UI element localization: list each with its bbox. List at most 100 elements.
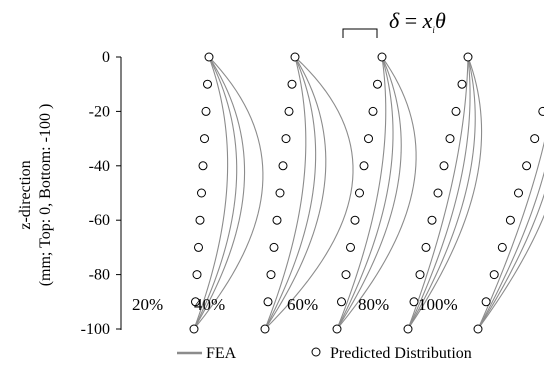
- predicted-point: [364, 134, 373, 144]
- predicted-point: [445, 134, 455, 144]
- y-axis-label-line2: (mm; Top: 0, Bottom: -100 ): [37, 104, 54, 287]
- predicted-point: [278, 161, 288, 171]
- predicted-point: [457, 79, 467, 89]
- predicted-point: [373, 79, 382, 89]
- predicted-point: [350, 215, 360, 225]
- predicted-point: [368, 106, 378, 116]
- fea-curve: [407, 56, 476, 330]
- fea-curve: [264, 56, 327, 330]
- equation-subscript: i: [432, 25, 435, 35]
- predicted-point: [514, 188, 523, 198]
- y-tick-label: 0: [102, 49, 110, 66]
- fea-curve: [264, 56, 317, 330]
- fea-curve: [477, 193, 544, 330]
- predicted-point: [284, 106, 294, 116]
- legend-predicted-marker: [311, 347, 321, 357]
- fea-curve: [336, 56, 417, 330]
- predicted-point: [195, 215, 205, 225]
- predicted-point: [260, 324, 270, 334]
- predicted-point: [522, 161, 532, 171]
- fea-curve: [407, 56, 469, 330]
- y-tick-label: -100: [81, 321, 110, 338]
- predicted-point: [197, 188, 206, 198]
- predicted-point: [290, 52, 300, 62]
- fea-curve: [477, 171, 544, 330]
- predicted-point: [266, 270, 276, 280]
- predicted-point: [497, 242, 507, 252]
- predicted-point: [481, 297, 491, 307]
- predicted-point: [427, 215, 437, 225]
- predicted-point: [489, 270, 499, 280]
- legend-predicted-label: Predicted Distribution: [330, 345, 472, 362]
- predicted-point: [463, 52, 473, 62]
- legend-fea-label: FEA: [206, 345, 237, 362]
- predicted-point: [204, 52, 214, 62]
- fea-curve: [193, 56, 229, 330]
- predicted-point: [189, 324, 199, 334]
- drift-level-label: 40%: [194, 295, 225, 314]
- predicted-point: [505, 215, 515, 225]
- y-tick-label: -80: [89, 267, 110, 284]
- predicted-point: [191, 297, 200, 307]
- predicted-point: [530, 134, 540, 144]
- predicted-point: [377, 52, 387, 62]
- fea-curve: [336, 56, 387, 330]
- drift-level-label: 20%: [132, 295, 163, 314]
- drift-level-label: 100%: [418, 295, 458, 314]
- fea-curve: [264, 56, 354, 330]
- fea-curve: [264, 56, 307, 330]
- equation-equals: =: [399, 8, 422, 33]
- predicted-point: [337, 297, 346, 307]
- percent-labels: 20% 40% 60% 80% 100%: [132, 295, 458, 314]
- predicted-point: [473, 324, 483, 334]
- predicted-point: [538, 106, 544, 116]
- predicted-point: [269, 242, 279, 252]
- predicted-point: [272, 215, 282, 225]
- predicted-point: [346, 242, 355, 252]
- predicted-point: [275, 188, 285, 198]
- predicted-point: [421, 242, 431, 252]
- predicted-point: [415, 270, 425, 280]
- y-tick-label: -20: [89, 103, 110, 120]
- annotation-equation: δ = xiθ: [389, 8, 446, 35]
- predicted-point: [409, 297, 419, 307]
- drift-level-label: 80%: [358, 295, 389, 314]
- y-tick-label: -40: [89, 158, 110, 175]
- drift-level-label: 60%: [287, 295, 318, 314]
- predicted-point: [263, 297, 273, 307]
- fea-curve: [336, 56, 402, 330]
- fea-curve: [477, 214, 544, 330]
- fea-curve: [477, 141, 544, 330]
- predicted-point: [192, 270, 202, 280]
- predicted-point: [439, 161, 449, 171]
- predicted-point: [198, 161, 208, 171]
- predicted-point: [194, 242, 203, 252]
- predicted-point: [433, 188, 443, 198]
- predicted-point: [355, 188, 364, 198]
- predicted-point: [201, 106, 211, 116]
- equation-theta: θ: [435, 8, 446, 33]
- annotation-bracket: [342, 28, 378, 38]
- predicted-point: [451, 106, 461, 116]
- predicted-point: [287, 79, 297, 89]
- fea-curve: [336, 56, 394, 330]
- fea-curve: [193, 56, 238, 330]
- predicted-point: [359, 161, 369, 171]
- y-ticks: 0 -20 -40 -60 -80 -100: [81, 49, 121, 338]
- fea-curve: [193, 56, 264, 330]
- predicted-point: [203, 79, 212, 89]
- predicted-point: [403, 324, 413, 334]
- equation-x: x: [422, 8, 433, 33]
- predicted-point: [200, 134, 209, 144]
- equation-delta: δ: [389, 8, 400, 33]
- predicted-point: [341, 270, 351, 280]
- points-layer: [189, 52, 544, 334]
- predicted-point: [332, 324, 342, 334]
- fea-curve: [407, 56, 483, 330]
- y-axis-label-line1: z-direction: [17, 160, 34, 229]
- fea-layer: [193, 56, 544, 330]
- predicted-point: [281, 134, 291, 144]
- fea-curve: [407, 56, 471, 330]
- fea-curve: [193, 56, 246, 330]
